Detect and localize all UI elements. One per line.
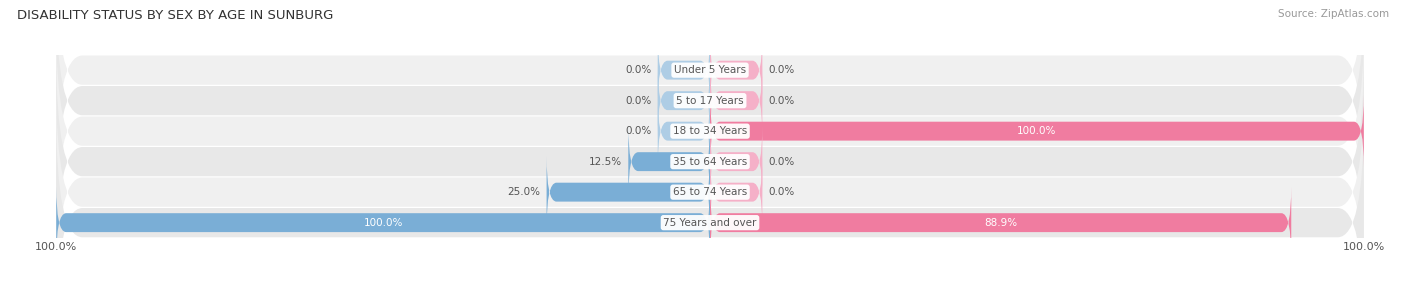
FancyBboxPatch shape xyxy=(56,115,1364,305)
Text: 25.0%: 25.0% xyxy=(508,187,540,197)
FancyBboxPatch shape xyxy=(710,156,762,228)
FancyBboxPatch shape xyxy=(628,125,710,198)
Text: 35 to 64 Years: 35 to 64 Years xyxy=(673,157,747,167)
Text: 18 to 34 Years: 18 to 34 Years xyxy=(673,126,747,136)
FancyBboxPatch shape xyxy=(56,85,1364,300)
Text: 100.0%: 100.0% xyxy=(1017,126,1057,136)
Text: 0.0%: 0.0% xyxy=(624,65,651,75)
FancyBboxPatch shape xyxy=(710,125,762,198)
FancyBboxPatch shape xyxy=(547,156,710,228)
FancyBboxPatch shape xyxy=(56,186,710,259)
Text: 0.0%: 0.0% xyxy=(769,157,796,167)
FancyBboxPatch shape xyxy=(658,95,710,167)
Text: 5 to 17 Years: 5 to 17 Years xyxy=(676,96,744,106)
FancyBboxPatch shape xyxy=(710,186,1291,259)
FancyBboxPatch shape xyxy=(710,64,762,137)
Text: 0.0%: 0.0% xyxy=(769,187,796,197)
Text: 75 Years and over: 75 Years and over xyxy=(664,218,756,228)
Text: 100.0%: 100.0% xyxy=(363,218,404,228)
FancyBboxPatch shape xyxy=(710,95,1364,167)
Text: Source: ZipAtlas.com: Source: ZipAtlas.com xyxy=(1278,9,1389,19)
Text: 88.9%: 88.9% xyxy=(984,218,1017,228)
Text: 0.0%: 0.0% xyxy=(624,126,651,136)
Text: 0.0%: 0.0% xyxy=(769,65,796,75)
FancyBboxPatch shape xyxy=(56,0,1364,178)
FancyBboxPatch shape xyxy=(56,0,1364,208)
Text: 0.0%: 0.0% xyxy=(624,96,651,106)
Text: Under 5 Years: Under 5 Years xyxy=(673,65,747,75)
Text: 0.0%: 0.0% xyxy=(769,96,796,106)
FancyBboxPatch shape xyxy=(658,64,710,137)
FancyBboxPatch shape xyxy=(658,34,710,106)
Text: 12.5%: 12.5% xyxy=(589,157,621,167)
Text: DISABILITY STATUS BY SEX BY AGE IN SUNBURG: DISABILITY STATUS BY SEX BY AGE IN SUNBU… xyxy=(17,9,333,22)
Text: 65 to 74 Years: 65 to 74 Years xyxy=(673,187,747,197)
FancyBboxPatch shape xyxy=(56,54,1364,269)
FancyBboxPatch shape xyxy=(710,34,762,106)
FancyBboxPatch shape xyxy=(56,24,1364,239)
